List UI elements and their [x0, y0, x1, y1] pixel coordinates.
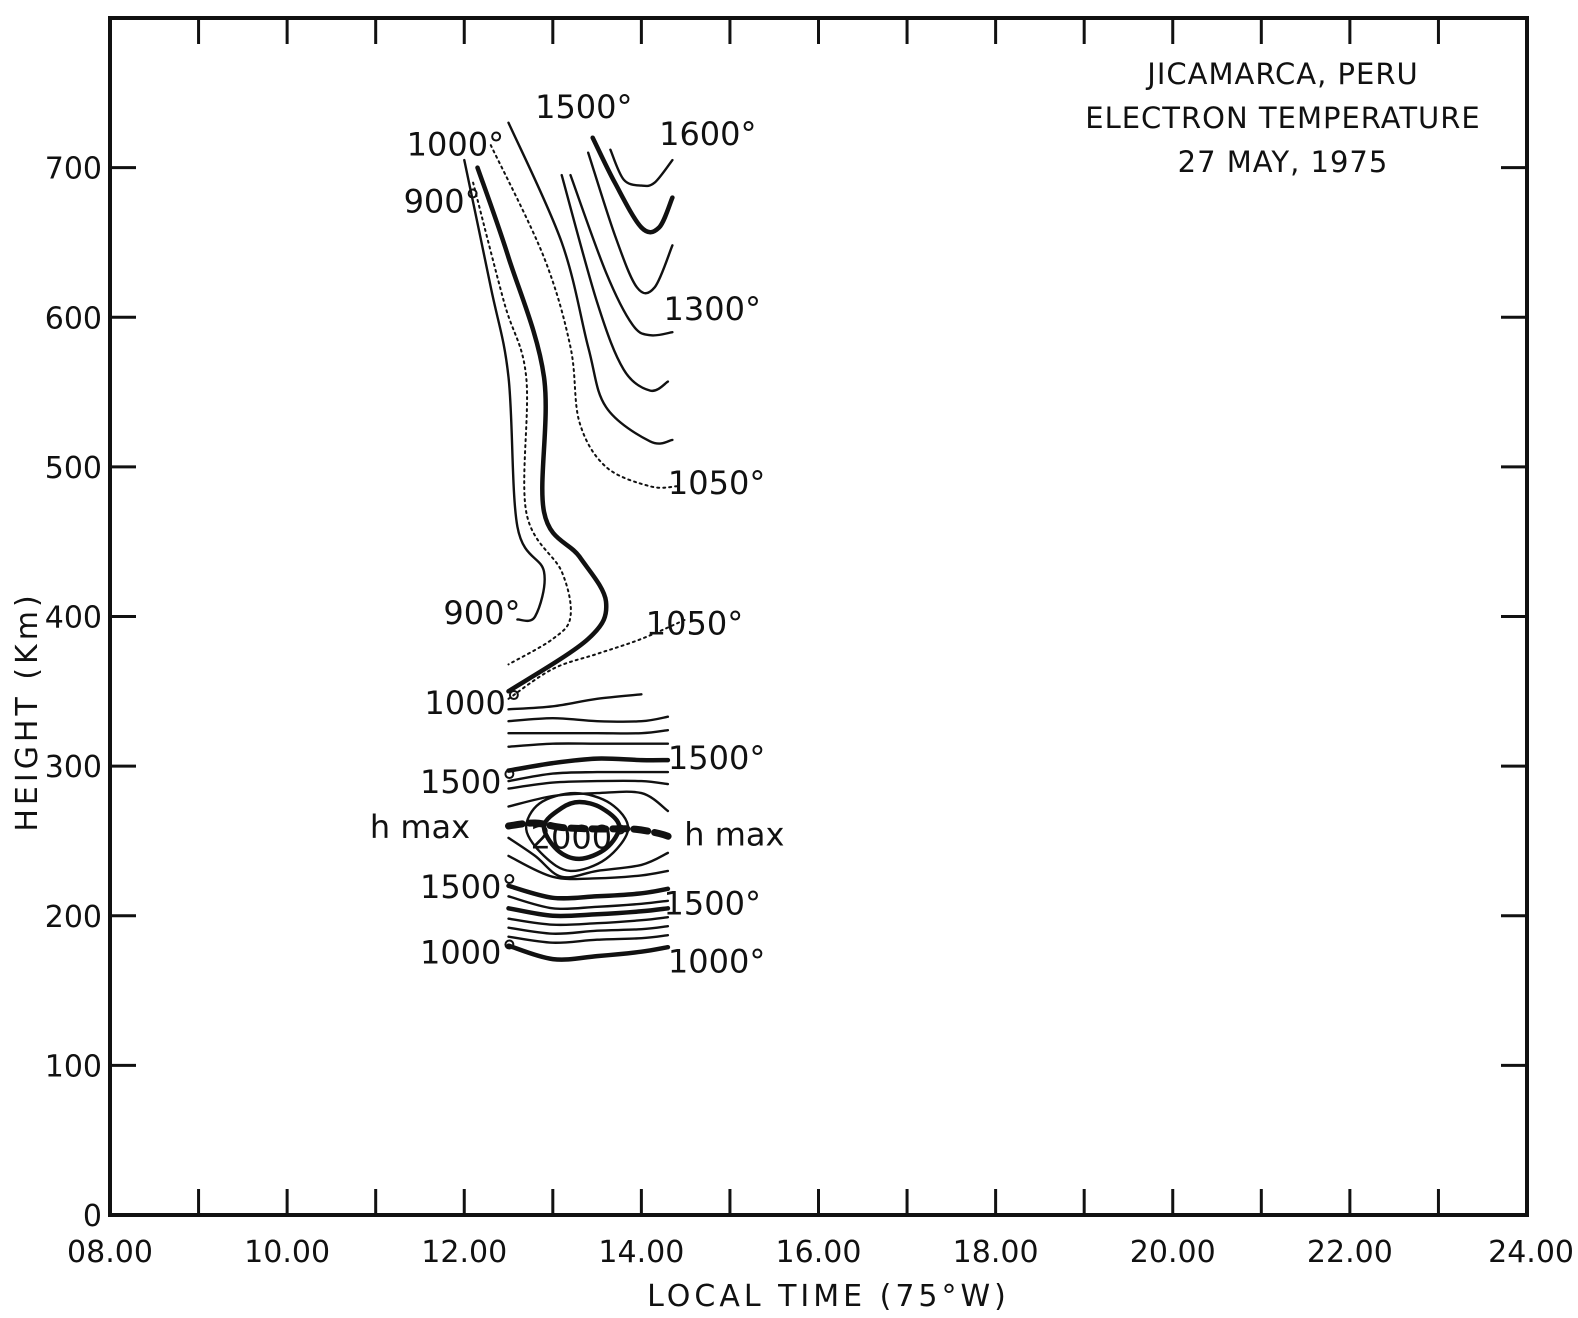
contour-line [587, 151, 674, 295]
contour-line [507, 121, 674, 445]
contour-line [507, 770, 670, 783]
contour-line [507, 618, 687, 700]
x-tick-label: 20.00 [1130, 1235, 1216, 1270]
x-tick-label: 22.00 [1307, 1235, 1393, 1270]
contour-line [507, 715, 670, 723]
y-tick-label: 600 [45, 301, 102, 336]
contour-label: 1500° [664, 884, 761, 922]
contour-line [590, 135, 675, 235]
contour-line [507, 729, 670, 735]
y-tick-label: 700 [45, 152, 102, 187]
x-tick-label: 14.00 [598, 1235, 684, 1270]
contour-label: 1000° [407, 126, 504, 164]
y-tick-label: 300 [45, 750, 102, 785]
contour-label: 900° [443, 594, 520, 632]
axis-tick-labels: 08.00 10.00 12.00 14.00 16.00 18.00 20.00 22.00… [45, 152, 1574, 1270]
plot-frame [108, 16, 1529, 1217]
chart-title-line: 27 MAY, 1975 [1178, 145, 1389, 179]
contour-line [507, 895, 670, 911]
axis-ticks [110, 18, 1527, 1215]
y-tick-label: 500 [45, 451, 102, 486]
contour-label: 1000° [420, 934, 517, 972]
contour-line [569, 173, 674, 337]
contour-label: 1500° [420, 868, 517, 906]
contour-line [560, 173, 670, 393]
contour-line [507, 916, 670, 927]
contour-line [507, 836, 670, 879]
contour-label: 1600° [659, 115, 756, 153]
contour-label: 1000° [668, 943, 765, 981]
contour-line [472, 181, 572, 666]
contour-label: 1500° [420, 763, 517, 801]
contour-label: h max [684, 815, 784, 853]
x-tick-label: 10.00 [244, 1235, 330, 1270]
x-tick-label: 24.00 [1488, 1235, 1574, 1270]
contour-line [489, 144, 678, 489]
contour-line [507, 779, 670, 790]
contour-line [506, 883, 671, 901]
contour-label: 1000° [424, 684, 521, 722]
x-tick-label: 18.00 [953, 1235, 1039, 1270]
x-tick-label: 12.00 [421, 1235, 507, 1270]
x-axis-title: LOCAL TIME (75°W) [647, 1279, 1010, 1314]
contour-line [507, 693, 643, 711]
contour-label: 1050° [646, 604, 743, 642]
contour-lines [463, 121, 687, 962]
contour-line [507, 925, 670, 935]
contour-labels: 1000° 900° 1500° 1600° 1300° 1050° 900° 1050° 10… [370, 88, 785, 980]
contour-line [463, 158, 546, 623]
chart-title-line: JICAMARCA, PERU [1145, 57, 1418, 91]
contour-label: 900° [404, 183, 481, 221]
contour-line [506, 943, 671, 962]
contour-line [506, 756, 671, 773]
contour-line [475, 165, 609, 694]
contour-line [609, 148, 674, 188]
chart-title-line: ELECTRON TEMPERATURE [1085, 101, 1481, 135]
contour-label: 1300° [664, 290, 761, 328]
hmax-line [505, 819, 676, 842]
chart-title: JICAMARCA, PERU ELECTRON TEMPERATURE 27 MA… [1085, 57, 1481, 179]
contour-line [507, 934, 670, 944]
y-axis-title: HEIGHT (Km) [10, 591, 45, 831]
y-tick-label: 0 [83, 1199, 102, 1234]
y-tick-label: 400 [45, 601, 102, 636]
contour-label: h max [370, 808, 470, 846]
contour-label: 2000° [531, 818, 628, 856]
contour-line [507, 742, 670, 748]
contour-label: 1500° [668, 739, 765, 777]
contour-label: 1050° [668, 464, 765, 502]
contour-line [507, 790, 670, 813]
hmax-line-group [505, 819, 676, 842]
x-tick-label: 16.00 [776, 1235, 862, 1270]
x-tick-label: 08.00 [67, 1235, 153, 1270]
contour-line [507, 854, 670, 881]
y-tick-label: 100 [45, 1049, 102, 1084]
contour-line [506, 906, 671, 919]
y-tick-label: 200 [45, 900, 102, 935]
contour-label: 1500° [535, 88, 632, 126]
